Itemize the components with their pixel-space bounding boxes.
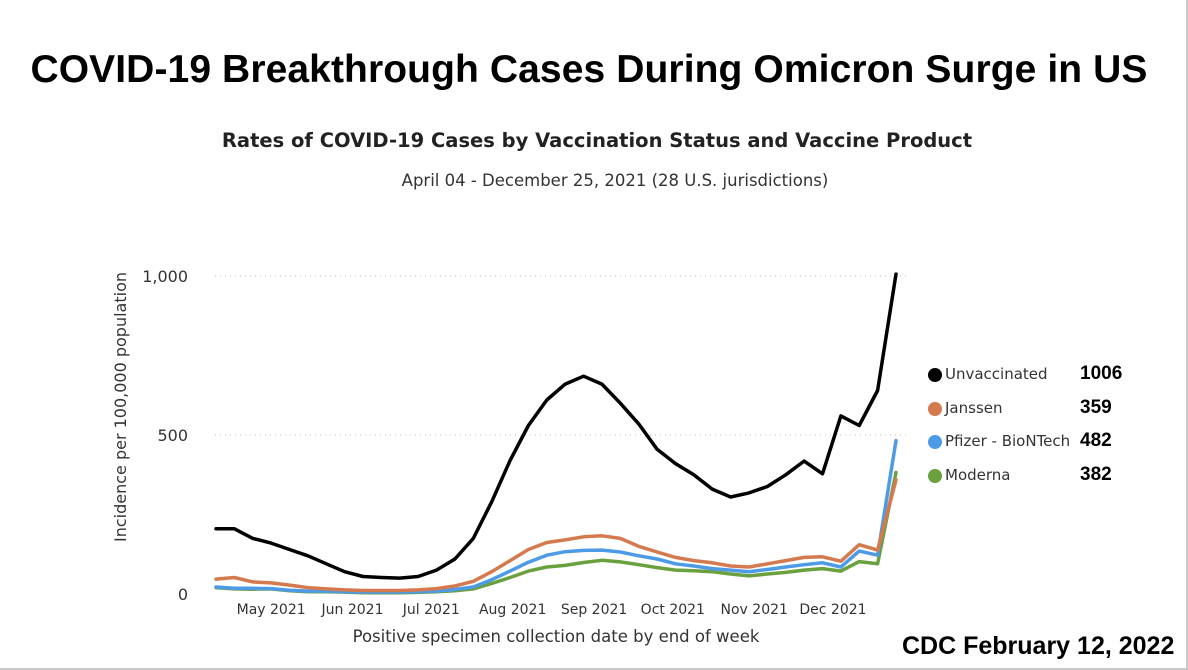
y-axis-ticks: 0 500 1,000	[142, 267, 188, 604]
legend-swatch	[928, 468, 942, 483]
legend-value: 382	[1080, 463, 1112, 485]
x-tick-label: Sep 2021	[561, 602, 627, 618]
legend-item-unvaccinated: Unvaccinated 1006	[928, 362, 1138, 396]
legend-label: Moderna	[945, 465, 1011, 484]
legend-swatch	[928, 368, 942, 382]
legend-value: 482	[1080, 430, 1112, 451]
legend-label: Unvaccinated	[945, 365, 1048, 383]
legend: Unvaccinated 1006 Janssen 359 Pfizer - BioNT…	[928, 362, 1138, 496]
legend-item-pfizer-biontech: Pfizer - BioNTech 482	[928, 429, 1138, 463]
y-tick-label: 0	[178, 585, 188, 604]
legend-swatch	[928, 401, 942, 416]
x-tick-label: Oct 2021	[641, 602, 705, 618]
chart-subtitle: Rates of COVID-19 Cases by Vaccination S…	[221, 129, 973, 152]
legend-swatch	[928, 435, 942, 449]
series-line-pfizer-biontech	[214, 438, 898, 594]
series-line-moderna	[214, 470, 898, 595]
y-tick-label: 500	[157, 426, 188, 445]
legend-item-moderna: Moderna 382	[928, 463, 1138, 497]
x-axis-ticks: May 2021 Jun 2021 Jul 2021 Aug 2021 Sep 2021…	[237, 602, 867, 618]
x-axis-label: Positive specimen collection date by end…	[353, 627, 760, 646]
series-lines	[214, 272, 898, 595]
x-tick-label: Jul 2021	[402, 602, 460, 618]
x-tick-label: Aug 2021	[479, 602, 546, 618]
source-credit: CDC February 12, 2022	[902, 632, 1175, 660]
grid-lines	[215, 275, 910, 436]
legend-value: 1006	[1080, 363, 1123, 384]
chart-date-range: April 04 - December 25, 2021 (28 U.S. ju…	[401, 171, 829, 190]
legend-label: Janssen	[945, 398, 1003, 417]
y-axis-label: Incidence per 100,000 population	[111, 272, 130, 542]
legend-label: Pfizer - BioNTech	[945, 432, 1071, 450]
legend-item-janssen: Janssen 359	[928, 396, 1138, 430]
x-tick-label: Nov 2021	[721, 602, 788, 618]
y-tick-label: 1,000	[142, 267, 188, 286]
series-line-unvaccinated	[214, 272, 898, 580]
legend-value: 359	[1080, 396, 1112, 418]
x-tick-label: May 2021	[237, 602, 306, 618]
x-tick-label: Dec 2021	[799, 602, 866, 618]
page-title: COVID-19 Breakthrough Cases During Omicr…	[30, 48, 1148, 91]
x-tick-label: Jun 2021	[321, 602, 384, 618]
series-line-janssen	[214, 478, 898, 593]
